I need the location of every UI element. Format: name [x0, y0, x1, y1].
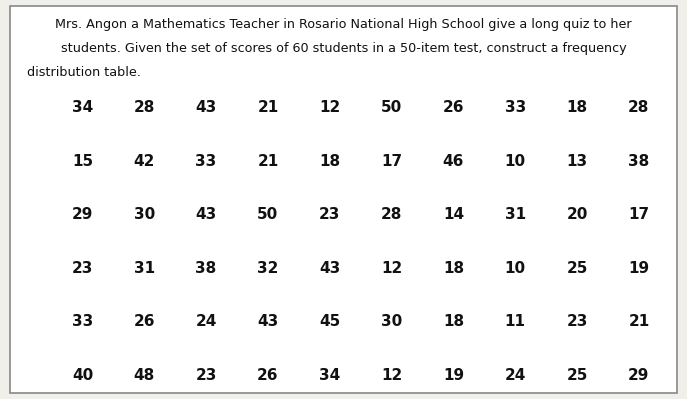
- Text: 19: 19: [443, 367, 464, 383]
- Text: 17: 17: [381, 154, 402, 169]
- Text: 24: 24: [504, 367, 526, 383]
- Text: 23: 23: [195, 367, 217, 383]
- Text: 12: 12: [381, 367, 402, 383]
- Text: 42: 42: [133, 154, 155, 169]
- Text: 48: 48: [134, 367, 155, 383]
- Text: Mrs. Angon a Mathematics Teacher in Rosario National High School give a long qui: Mrs. Angon a Mathematics Teacher in Rosa…: [55, 18, 632, 31]
- Text: students. Given the set of scores of 60 students in a 50-item test, construct a : students. Given the set of scores of 60 …: [60, 42, 627, 55]
- Text: 25: 25: [566, 367, 588, 383]
- Text: 34: 34: [72, 100, 93, 115]
- Text: 21: 21: [258, 100, 278, 115]
- Text: 43: 43: [196, 207, 216, 222]
- Text: 33: 33: [196, 154, 216, 169]
- Text: 23: 23: [319, 207, 341, 222]
- Text: 31: 31: [505, 207, 526, 222]
- Text: 15: 15: [72, 154, 93, 169]
- Text: 26: 26: [257, 367, 279, 383]
- Text: 50: 50: [381, 100, 402, 115]
- Text: 29: 29: [71, 207, 93, 222]
- Text: 25: 25: [566, 261, 588, 276]
- Text: 43: 43: [319, 261, 340, 276]
- Text: 38: 38: [629, 154, 649, 169]
- Text: 31: 31: [134, 261, 155, 276]
- Text: 14: 14: [443, 207, 464, 222]
- Text: 46: 46: [442, 154, 464, 169]
- Text: 29: 29: [628, 367, 650, 383]
- Text: 12: 12: [381, 261, 402, 276]
- Text: 23: 23: [566, 314, 588, 329]
- Text: 19: 19: [629, 261, 649, 276]
- Text: 26: 26: [442, 100, 464, 115]
- Text: 23: 23: [71, 261, 93, 276]
- Text: 45: 45: [319, 314, 340, 329]
- Text: 30: 30: [381, 314, 402, 329]
- Text: 10: 10: [505, 261, 526, 276]
- Text: 30: 30: [134, 207, 155, 222]
- Text: 40: 40: [72, 367, 93, 383]
- Text: 21: 21: [629, 314, 649, 329]
- Text: distribution table.: distribution table.: [27, 66, 142, 79]
- Text: 33: 33: [72, 314, 93, 329]
- Text: 26: 26: [133, 314, 155, 329]
- Text: 38: 38: [196, 261, 216, 276]
- Text: 18: 18: [319, 154, 340, 169]
- Text: 43: 43: [258, 314, 278, 329]
- Text: 13: 13: [567, 154, 587, 169]
- Text: 12: 12: [319, 100, 340, 115]
- FancyBboxPatch shape: [10, 6, 677, 393]
- Text: 28: 28: [628, 100, 650, 115]
- Text: 20: 20: [566, 207, 588, 222]
- Text: 10: 10: [505, 154, 526, 169]
- Text: 28: 28: [381, 207, 403, 222]
- Text: 33: 33: [505, 100, 526, 115]
- Text: 28: 28: [133, 100, 155, 115]
- Text: 21: 21: [258, 154, 278, 169]
- Text: 18: 18: [443, 261, 464, 276]
- Text: 43: 43: [196, 100, 216, 115]
- Text: 18: 18: [567, 100, 587, 115]
- Text: 34: 34: [319, 367, 340, 383]
- Text: 50: 50: [258, 207, 278, 222]
- Text: 32: 32: [257, 261, 279, 276]
- Text: 11: 11: [505, 314, 526, 329]
- Text: 17: 17: [629, 207, 649, 222]
- Text: 18: 18: [443, 314, 464, 329]
- Text: 24: 24: [195, 314, 217, 329]
